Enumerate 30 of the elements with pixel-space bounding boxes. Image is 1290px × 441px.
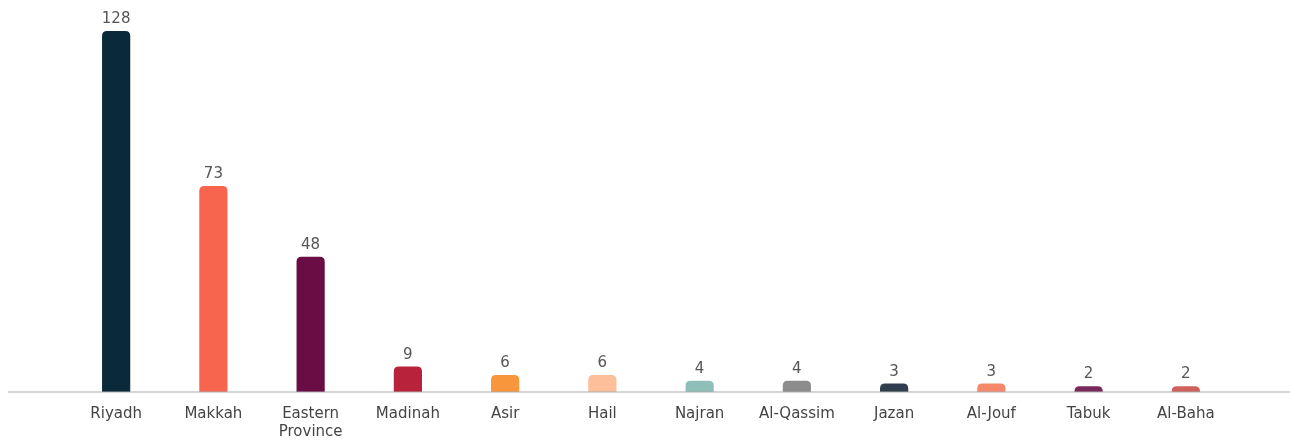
data-label: 2	[1181, 364, 1191, 383]
x-tick-label: Najran	[674, 404, 725, 422]
data-label: 48	[301, 234, 321, 253]
bar	[296, 256, 325, 392]
x-tick-label: Asir	[490, 404, 521, 422]
bar	[199, 186, 228, 392]
x-tick-label: Al-Jouf	[966, 404, 1017, 422]
x-tick-label: Riyadh	[90, 404, 142, 422]
data-label: 128	[101, 9, 131, 27]
x-tick-label: Eastern Province	[278, 404, 343, 440]
x-tick-label: Makkah	[184, 404, 243, 422]
x-tick-label: Al-Baha	[1157, 404, 1215, 422]
data-label: 73	[203, 164, 223, 183]
data-label: 4	[792, 358, 802, 377]
x-tick-label: Tabuk	[1065, 404, 1111, 422]
x-tick-label: Hail	[587, 404, 617, 422]
x-tick-label: Madinah	[375, 404, 440, 422]
bar	[102, 31, 131, 392]
bar	[491, 375, 520, 392]
data-label: 2	[1083, 364, 1094, 383]
data-label: 6	[597, 353, 608, 372]
bar	[588, 375, 617, 392]
data-label: 9	[403, 344, 413, 363]
data-label: 4	[694, 358, 705, 377]
data-label: 3	[986, 361, 997, 380]
bar	[393, 366, 422, 392]
x-tick-label: Al-Qassim	[758, 404, 835, 422]
data-label: 6	[500, 353, 510, 372]
data-label: 3	[889, 361, 899, 380]
x-tick-label: Jazan	[873, 404, 915, 422]
